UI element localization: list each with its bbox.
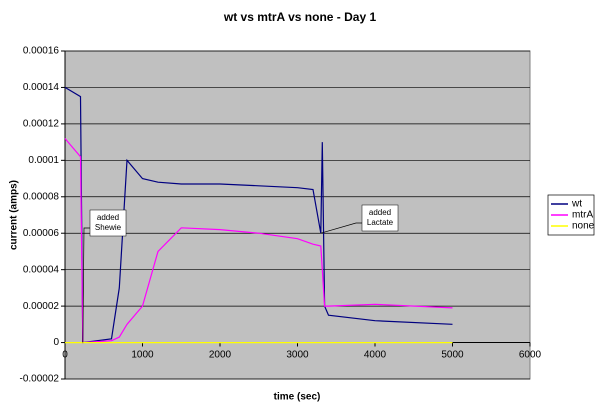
y-tick-label: 0.00002 [23,301,60,312]
annotation: added Lactate [367,208,394,227]
y-tick-label: 0.00004 [23,264,60,275]
y-axis-title: current (amps) [9,180,20,250]
y-tick-label: -0.00002 [20,374,60,385]
y-tick-label: 0.00008 [23,191,60,202]
x-tick-label: 6000 [519,350,542,361]
legend-label: mtrA [572,210,593,221]
x-axis-title: time (sec) [274,392,321,403]
x-tick-label: 5000 [441,350,464,361]
annotation-box [361,204,399,232]
y-tick-label: 0.00014 [23,82,60,93]
y-tick-label: 0.00006 [23,228,60,239]
chart-title: wt vs mtrA vs none - Day 1 [223,10,377,24]
y-tick-label: 0.00012 [23,119,60,130]
y-tick-label: 0.0001 [28,155,59,166]
plot-area [64,50,531,380]
annotation-box [89,209,127,237]
x-tick-label: 1000 [131,350,154,361]
annotation: added Shewie [95,213,122,232]
y-tick-label: 0 [53,337,59,348]
legend-label: none [572,221,595,232]
x-tick-label: 3000 [286,350,309,361]
x-tick-label: 0 [62,350,68,361]
series-line [64,138,453,344]
legend-label: wt [571,199,582,210]
y-tick-label: 0.00016 [23,46,60,57]
callout-line [82,227,90,343]
x-tick-label: 2000 [209,350,232,361]
x-tick-label: 4000 [364,350,387,361]
callout-line [320,222,362,234]
